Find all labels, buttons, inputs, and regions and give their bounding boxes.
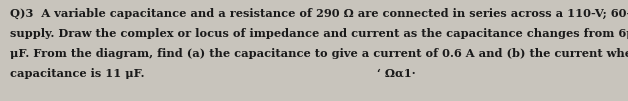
Text: Q)3  A variable capacitance and a resistance of 290 Ω are connected in series ac: Q)3 A variable capacitance and a resista…	[10, 8, 628, 19]
Text: supply. Draw the complex or locus of impedance and current as the capacitance ch: supply. Draw the complex or locus of imp…	[10, 28, 628, 39]
Text: ‘ Ωα1·: ‘ Ωα1·	[377, 68, 416, 79]
Text: capacitance is 11 μF.: capacitance is 11 μF.	[10, 68, 144, 79]
Text: μF. From the diagram, find (a) the capacitance to give a current of 0.6 A and (b: μF. From the diagram, find (a) the capac…	[10, 48, 628, 59]
